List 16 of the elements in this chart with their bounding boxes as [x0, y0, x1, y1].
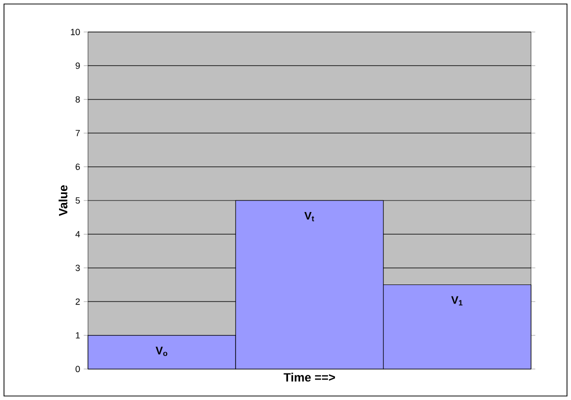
y-tick-label: 7 — [76, 130, 80, 136]
x-axis-title: Time ==> — [284, 372, 335, 382]
x-tick-label: V$_{1}$ — [451, 296, 462, 306]
y-tick-label: 0 — [76, 366, 80, 372]
x-tick-label: V$_{t}$ — [304, 212, 314, 222]
x-tick-label: V$_{o}$ — [156, 346, 168, 356]
y-tick-label: 10 — [70, 28, 80, 36]
y-tick-label: 5 — [76, 197, 80, 204]
y-tick-label: 2 — [76, 298, 80, 305]
y-tick-label: 4 — [75, 231, 80, 238]
y-tick-label: 9 — [76, 62, 80, 69]
y-tick-label: 1 — [76, 332, 80, 338]
y-tick-label: 3 — [76, 264, 80, 272]
y-tick-label: 6 — [76, 164, 80, 170]
y-axis-title: Value — [58, 185, 68, 216]
y-tick-label: 8 — [76, 96, 80, 103]
